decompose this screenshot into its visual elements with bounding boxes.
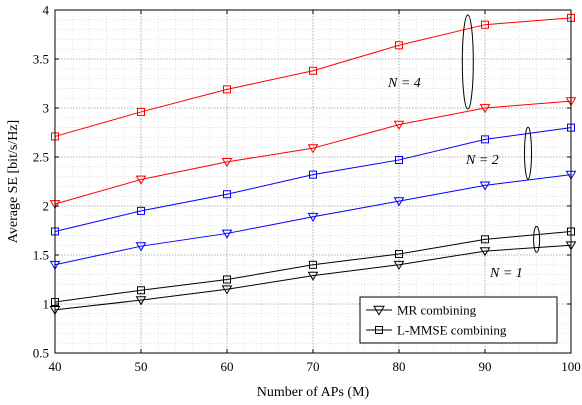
x-tick-label: 100: [561, 359, 581, 374]
series-line: [54, 100, 572, 205]
series-layer: [49, 13, 577, 316]
data-point-triangle: [393, 120, 405, 130]
data-point-square: [309, 260, 317, 269]
data-point-square: [481, 235, 489, 244]
x-tick-label: 70: [307, 359, 320, 374]
data-point-square: [395, 155, 403, 164]
data-point-triangle: [221, 158, 233, 168]
data-point-square: [137, 107, 145, 116]
data-point-square: [481, 135, 489, 144]
data-point-square: [395, 41, 403, 50]
grid: [55, 10, 571, 353]
data-point-square: [395, 250, 403, 259]
data-point-square: [223, 190, 231, 199]
annotation-label: N = 4: [387, 76, 421, 91]
y-tick-label: 4: [43, 3, 50, 18]
series-line: [54, 230, 572, 303]
y-tick-label: 1.5: [33, 248, 49, 263]
legend-marker-triangle: [373, 305, 385, 316]
data-point-triangle: [479, 247, 491, 257]
data-point-square: [223, 275, 231, 284]
x-tick-label: 60: [221, 359, 234, 374]
annotation-label: N = 1: [489, 266, 523, 281]
legend-label: MR combining: [397, 303, 477, 318]
series-n-1-mr-combining: [49, 241, 577, 316]
data-point-triangle: [135, 242, 147, 252]
data-point-square: [481, 20, 489, 29]
data-point-triangle: [221, 285, 233, 295]
x-axis-label: Number of APs (M): [257, 385, 370, 400]
series-n-4-l-mmse-combining: [51, 13, 575, 141]
x-tick-label: 90: [479, 359, 492, 374]
data-point-square: [223, 85, 231, 94]
y-tick-label: 3: [43, 101, 50, 116]
legend-entry-l-mmse-combining: L-MMSE combining: [366, 323, 507, 338]
data-point-square: [137, 286, 145, 295]
annotations: N = 4 N = 2 N = 1: [387, 14, 541, 281]
legend-label: L-MMSE combining: [397, 323, 507, 338]
data-point-triangle: [307, 271, 319, 281]
data-point-triangle: [307, 144, 319, 154]
annotation-label: N = 2: [465, 153, 499, 168]
ticks: 40 50 60 70 80 90 100 0.5 1 1.5 2 2.5 3 3.5 4: [33, 3, 581, 375]
data-point-square: [309, 170, 317, 179]
data-point-triangle: [221, 229, 233, 239]
data-point-triangle: [307, 212, 319, 223]
y-tick-label: 1: [43, 297, 50, 312]
group-ellipse: [461, 14, 474, 110]
data-point-triangle: [393, 260, 405, 271]
x-tick-label: 80: [393, 359, 406, 374]
series-line: [54, 127, 572, 232]
series-line: [54, 174, 572, 266]
data-point-square: [137, 206, 145, 215]
y-tick-label: 2.5: [33, 150, 49, 165]
y-axis-label: Average SE [bit/s/Hz]: [6, 120, 21, 243]
data-point-triangle: [135, 175, 147, 185]
series-n-2-l-mmse-combining: [51, 123, 575, 236]
x-tick-label: 40: [49, 359, 62, 374]
group-ellipse: [524, 126, 532, 180]
legend-entry-mr-combining: MR combining: [366, 303, 477, 318]
data-point-triangle: [479, 181, 491, 191]
series-line: [54, 17, 572, 137]
y-tick-label: 3.5: [33, 52, 49, 67]
legend: MR combining L-MMSE combining: [359, 296, 558, 344]
data-point-triangle: [135, 296, 147, 306]
data-point-triangle: [393, 197, 405, 207]
y-tick-label: 0.5: [33, 346, 49, 361]
group-ellipse: [533, 225, 541, 253]
data-point-triangle: [479, 104, 491, 114]
legend-box: [359, 296, 558, 344]
series-line: [54, 244, 572, 311]
y-tick-label: 2: [43, 199, 50, 214]
data-point-square: [309, 66, 317, 75]
legend-marker-square: [375, 326, 383, 334]
x-tick-label: 50: [135, 359, 148, 374]
